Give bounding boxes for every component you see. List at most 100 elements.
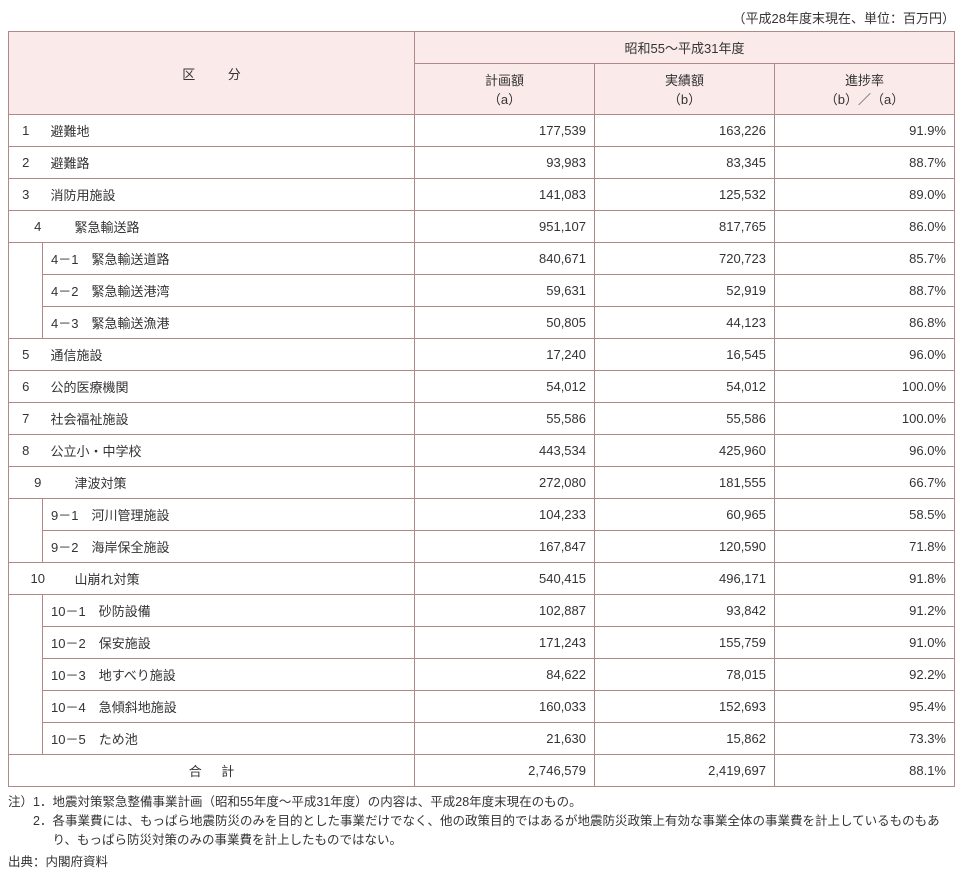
row-spacer (9, 499, 43, 563)
cell-c: 91.0% (775, 627, 955, 659)
cell-c: 85.7% (775, 243, 955, 275)
row-label: 山崩れ対策 (67, 563, 415, 595)
cell-a: 50,805 (415, 307, 595, 339)
row-spacer (9, 243, 43, 339)
cell-c: 89.0% (775, 179, 955, 211)
header-col-a-label: 計画額 (485, 73, 524, 88)
unit-note: （平成28年度末現在、単位：百万円） (8, 8, 955, 27)
row-sublabel: 9－1 河川管理施設 (43, 499, 415, 531)
row-sublabel: 4－3 緊急輸送漁港 (43, 307, 415, 339)
cell-a: 443,534 (415, 435, 595, 467)
table-row: 5通信施設17,24016,54596.0% (9, 339, 955, 371)
cell-c: 91.9% (775, 115, 955, 147)
table-row: 10－3 地すべり施設84,62278,01592.2% (9, 659, 955, 691)
table-header: 区分 昭和55～平成31年度 計画額 （a） 実績額 （b） 進捗率 （b）／（… (9, 32, 955, 115)
row-spacer (9, 595, 43, 755)
cell-b: 54,012 (595, 371, 775, 403)
table-row: 4－2 緊急輸送港湾59,63152,91988.7% (9, 275, 955, 307)
cell-c: 88.7% (775, 147, 955, 179)
footnote-prefix: 注） (8, 793, 33, 812)
table-row: 7社会福祉施設55,58655,586100.0% (9, 403, 955, 435)
cell-b: 83,345 (595, 147, 775, 179)
header-col-b-label: 実績額 (665, 73, 704, 88)
cell-b: 720,723 (595, 243, 775, 275)
row-label: 公立小・中学校 (43, 435, 415, 467)
row-sublabel: 10－3 地すべり施設 (43, 659, 415, 691)
row-sublabel: 10－1 砂防設備 (43, 595, 415, 627)
total-label: 合計 (9, 755, 415, 787)
row-number: 9 (9, 467, 67, 499)
table-row: 2避難路93,98383,34588.7% (9, 147, 955, 179)
table-row: 4緊急輸送路951,107817,76586.0% (9, 211, 955, 243)
cell-a: 54,012 (415, 371, 595, 403)
row-label: 避難路 (43, 147, 415, 179)
row-label: 消防用施設 (43, 179, 415, 211)
footnote-2-text: 各事業費には、もっぱら地震防災のみを目的とした事業だけでなく、他の政策目的ではあ… (52, 812, 955, 850)
cell-c: 96.0% (775, 435, 955, 467)
cell-a: 21,630 (415, 723, 595, 755)
total-a: 2,746,579 (415, 755, 595, 787)
cell-b: 817,765 (595, 211, 775, 243)
cell-b: 93,842 (595, 595, 775, 627)
cell-a: 840,671 (415, 243, 595, 275)
row-sublabel: 10－2 保安施設 (43, 627, 415, 659)
table-row: 9－2 海岸保全施設167,847120,59071.8% (9, 531, 955, 563)
footnote-1-num: 1． (33, 793, 52, 812)
row-label: 社会福祉施設 (43, 403, 415, 435)
cell-a: 951,107 (415, 211, 595, 243)
cell-b: 120,590 (595, 531, 775, 563)
table-row: 10－2 保安施設171,243155,75991.0% (9, 627, 955, 659)
header-col-a: 計画額 （a） (415, 64, 595, 115)
row-number: 10 (9, 563, 67, 595)
table-row: 6公的医療機関54,01254,012100.0% (9, 371, 955, 403)
row-sublabel: 4－1 緊急輸送道路 (43, 243, 415, 275)
header-col-c-sub: （b）／（a） (825, 92, 904, 107)
total-b: 2,419,697 (595, 755, 775, 787)
cell-c: 73.3% (775, 723, 955, 755)
row-label: 緊急輸送路 (67, 211, 415, 243)
table-row: 4－3 緊急輸送漁港50,80544,12386.8% (9, 307, 955, 339)
row-number: 2 (9, 147, 43, 179)
cell-a: 540,415 (415, 563, 595, 595)
footnotes: 注） 1． 地震対策緊急整備事業計画（昭和55年度～平成31年度）の内容は、平成… (8, 793, 955, 849)
row-sublabel: 10－5 ため池 (43, 723, 415, 755)
cell-c: 86.0% (775, 211, 955, 243)
cell-b: 125,532 (595, 179, 775, 211)
cell-a: 272,080 (415, 467, 595, 499)
table-row: 10－1 砂防設備102,88793,84291.2% (9, 595, 955, 627)
cell-b: 15,862 (595, 723, 775, 755)
cell-c: 58.5% (775, 499, 955, 531)
table-body: 1避難地177,539163,22691.9%2避難路93,98383,3458… (9, 115, 955, 787)
header-col-b-sub: （b） (668, 92, 701, 107)
header-col-a-sub: （a） (488, 92, 521, 107)
row-sublabel: 9－2 海岸保全施設 (43, 531, 415, 563)
cell-c: 91.8% (775, 563, 955, 595)
cell-a: 104,233 (415, 499, 595, 531)
cell-c: 91.2% (775, 595, 955, 627)
cell-a: 59,631 (415, 275, 595, 307)
table-row: 10－5 ため池21,63015,86273.3% (9, 723, 955, 755)
cell-a: 141,083 (415, 179, 595, 211)
row-label: 公的医療機関 (43, 371, 415, 403)
cell-b: 60,965 (595, 499, 775, 531)
total-row: 合計2,746,5792,419,69788.1% (9, 755, 955, 787)
row-number: 3 (9, 179, 43, 211)
cell-b: 496,171 (595, 563, 775, 595)
header-col-b: 実績額 （b） (595, 64, 775, 115)
source: 出典：内閣府資料 (8, 851, 955, 870)
cell-c: 66.7% (775, 467, 955, 499)
data-table: 区分 昭和55～平成31年度 計画額 （a） 実績額 （b） 進捗率 （b）／（… (8, 31, 955, 787)
row-sublabel: 10－4 急傾斜地施設 (43, 691, 415, 723)
cell-a: 84,622 (415, 659, 595, 691)
cell-c: 71.8% (775, 531, 955, 563)
table-row: 4－1 緊急輸送道路840,671720,72385.7% (9, 243, 955, 275)
cell-a: 167,847 (415, 531, 595, 563)
row-number: 4 (9, 211, 67, 243)
row-label: 通信施設 (43, 339, 415, 371)
cell-b: 155,759 (595, 627, 775, 659)
cell-a: 55,586 (415, 403, 595, 435)
row-label: 津波対策 (67, 467, 415, 499)
table-row: 8公立小・中学校443,534425,96096.0% (9, 435, 955, 467)
header-col-c: 進捗率 （b）／（a） (775, 64, 955, 115)
cell-a: 17,240 (415, 339, 595, 371)
